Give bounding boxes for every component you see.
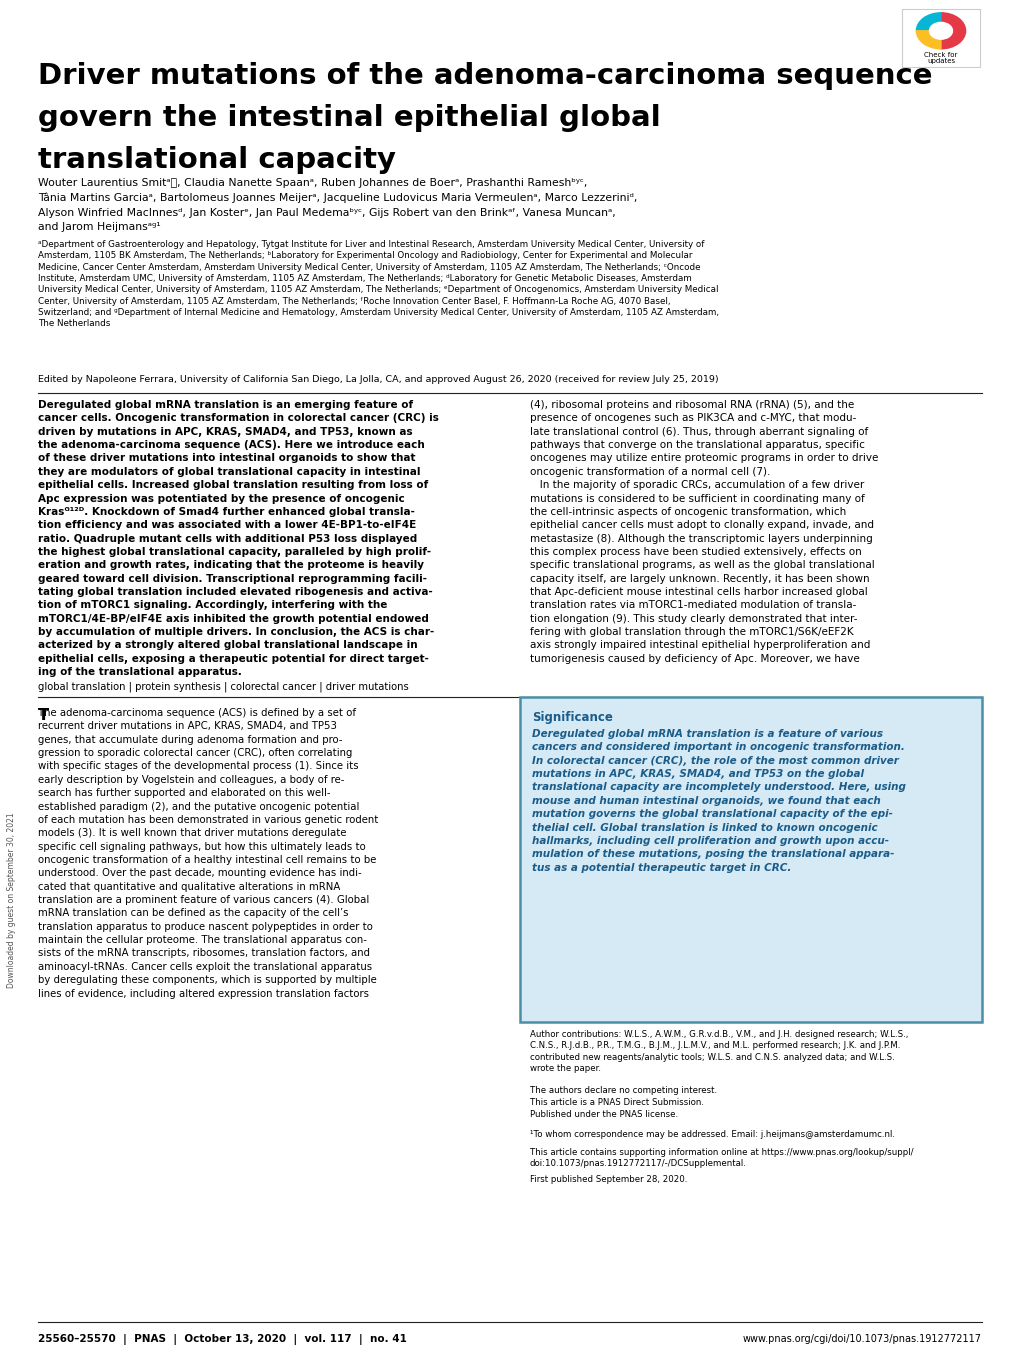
Wedge shape: [915, 31, 941, 49]
Text: Deregulated global ​mRNA​ translation is a feature of various
cancers and consid: Deregulated global ​mRNA​ translation is…: [532, 729, 905, 872]
Text: Published under the PNAS license.: Published under the PNAS license.: [530, 1110, 678, 1119]
Text: First published September 28, 2020.: First published September 28, 2020.: [530, 1175, 687, 1183]
Text: Deregulated global ⁠​mRNA​⁠ translation is an emerging feature of
cancer cells. : Deregulated global ⁠​mRNA​⁠ translation …: [38, 400, 438, 677]
Text: Author contributions: W.L.S., A.W.M., G.R.v.d.B., V.M., and J.H. designed resear: Author contributions: W.L.S., A.W.M., G.…: [530, 1031, 908, 1073]
Text: The authors declare no competing interest.: The authors declare no competing interes…: [530, 1087, 716, 1095]
Text: Downloaded by guest on September 30, 2021: Downloaded by guest on September 30, 202…: [7, 812, 16, 988]
Text: Driver mutations of the adenoma-carcinoma sequence: Driver mutations of the adenoma-carcinom…: [38, 61, 931, 90]
Text: global translation | protein synthesis | colorectal cancer | driver mutations: global translation | protein synthesis |…: [38, 682, 409, 692]
Text: This article contains supporting information online at https://www.pnas.org/look: This article contains supporting informa…: [530, 1148, 913, 1168]
Text: Check for
updates: Check for updates: [923, 52, 957, 64]
Text: Significance: Significance: [532, 711, 612, 723]
Text: www.pnas.org/cgi/doi/10.1073/pnas.1912772117: www.pnas.org/cgi/doi/10.1073/pnas.191277…: [742, 1334, 981, 1345]
Text: 25560–25570  |  PNAS  |  October 13, 2020  |  vol. 117  |  no. 41: 25560–25570 | PNAS | October 13, 2020 | …: [38, 1334, 407, 1345]
FancyBboxPatch shape: [901, 10, 979, 67]
FancyBboxPatch shape: [520, 698, 981, 1022]
Circle shape: [928, 22, 952, 40]
Text: This article is a PNAS Direct Submission.: This article is a PNAS Direct Submission…: [530, 1097, 703, 1107]
Text: T: T: [38, 708, 49, 723]
Wedge shape: [941, 12, 965, 49]
Text: ​T​he adenoma-carcinoma sequence (ACS) is defined by a set of
recurrent driver m: ​T​he adenoma-carcinoma sequence (ACS) i…: [38, 708, 378, 999]
Text: ¹To whom correspondence may be addressed. Email: j.heijmans@amsterdamumc.nl.: ¹To whom correspondence may be addressed…: [530, 1130, 894, 1138]
Text: ᵃDepartment of Gastroenterology and Hepatology, Tytgat Institute for Liver and I: ᵃDepartment of Gastroenterology and Hepa…: [38, 240, 718, 328]
Text: Edited by Napoleone Ferrara, University of California San Diego, La Jolla, CA, a: Edited by Napoleone Ferrara, University …: [38, 375, 718, 384]
Text: translational capacity: translational capacity: [38, 146, 395, 173]
Text: govern the intestinal epithelial global: govern the intestinal epithelial global: [38, 104, 660, 132]
Wedge shape: [915, 12, 941, 31]
Text: (4), ribosomal proteins and ribosomal ​RNA​ (​rRNA​) (5), and the
presence of on: (4), ribosomal proteins and ribosomal ​R…: [530, 400, 877, 663]
Text: Wouter Laurentius Smitᵃⓘ, Claudia Nanette Spaanᵃ, Ruben Johannes de Boerᵃ, Prash: Wouter Laurentius Smitᵃⓘ, Claudia Nanett…: [38, 177, 637, 232]
